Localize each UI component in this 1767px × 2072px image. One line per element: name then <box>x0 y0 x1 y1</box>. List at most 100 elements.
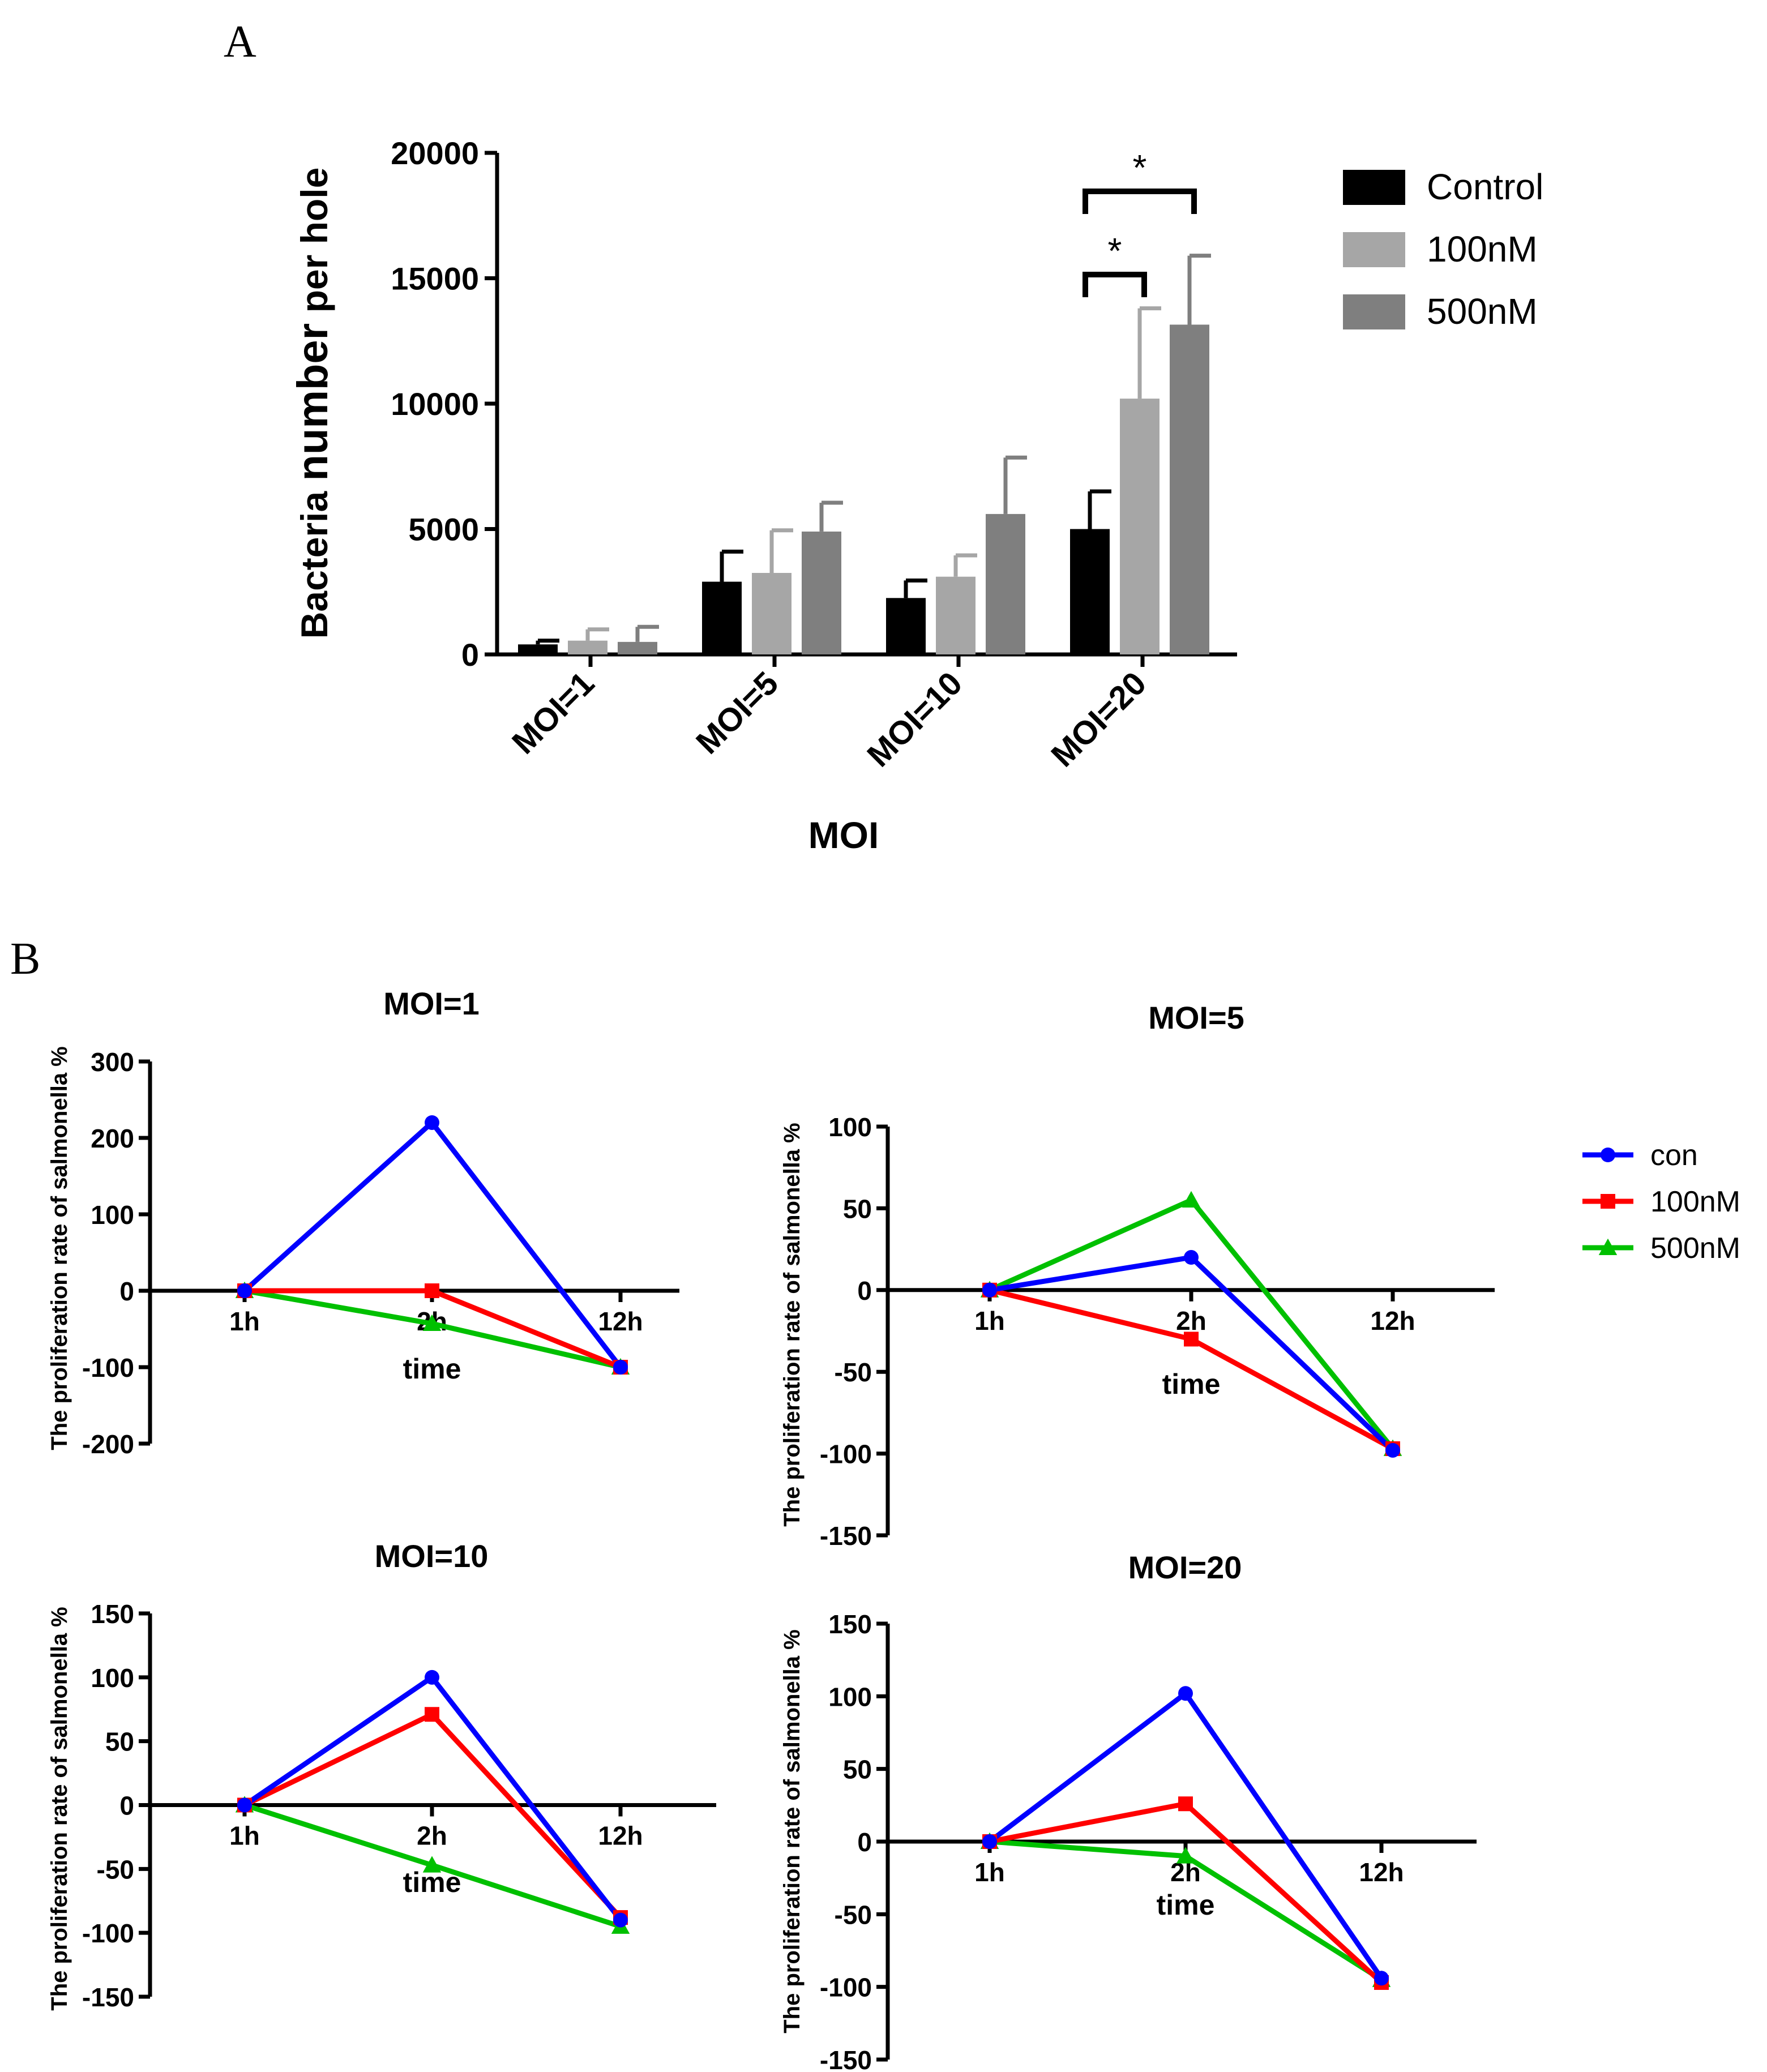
significance-star: * <box>1108 230 1122 271</box>
x-tick-label: MOI=10 <box>860 665 969 774</box>
y-tick-label: 0 <box>119 1277 134 1306</box>
y-tick-label: 0 <box>857 1276 872 1305</box>
y-tick-label: 0 <box>857 1827 872 1857</box>
data-point <box>1374 1971 1389 1986</box>
y-tick-label: 100 <box>91 1200 134 1230</box>
data-point <box>1385 1442 1400 1458</box>
x-tick-label: 1h <box>974 1306 1005 1335</box>
bar <box>802 531 841 654</box>
data-point <box>1182 1191 1201 1208</box>
y-tick-label: 100 <box>828 1112 872 1142</box>
panel-a-label: A <box>224 17 256 67</box>
y-tick-label: -100 <box>82 1353 134 1382</box>
data-point <box>1178 1796 1193 1812</box>
panel-b-label: B <box>10 934 40 984</box>
x-tick-label: 1h <box>229 1821 260 1851</box>
bar <box>1170 324 1209 654</box>
data-point <box>613 1360 628 1375</box>
chart-title: MOI=20 <box>1128 1549 1242 1585</box>
y-tick-label: 200 <box>91 1124 134 1153</box>
data-point <box>422 1314 442 1332</box>
data-point <box>1184 1250 1199 1265</box>
data-point <box>425 1669 439 1685</box>
significance-bracket <box>1083 272 1147 297</box>
series-line <box>989 1255 1395 1453</box>
chart-title: MOI=10 <box>375 1538 489 1574</box>
data-point <box>422 1856 442 1873</box>
y-tick-label: 15000 <box>391 261 479 297</box>
y-tick-label: 50 <box>843 1194 872 1223</box>
bar <box>702 581 742 654</box>
legend-label: Control <box>1427 166 1543 207</box>
y-tick-label: 50 <box>105 1727 134 1757</box>
data-point <box>613 1912 628 1928</box>
bar <box>1120 399 1160 654</box>
data-point <box>982 1282 997 1298</box>
data-point <box>425 1707 439 1722</box>
x-axis-title: time <box>1162 1368 1221 1400</box>
significance-bracket <box>1083 189 1197 214</box>
x-tick-label: 12h <box>598 1821 643 1851</box>
y-tick-label: 150 <box>91 1599 134 1629</box>
x-tick-label: 12h <box>1359 1857 1404 1887</box>
x-tick-label: 1h <box>229 1307 260 1336</box>
x-tick-label: 2h <box>417 1821 447 1851</box>
x-axis-title: MOI <box>808 814 879 856</box>
bar <box>936 576 976 654</box>
bar <box>886 598 926 654</box>
y-tick-label: 0 <box>461 637 479 673</box>
data-point <box>237 1283 252 1298</box>
y-tick-label: -100 <box>820 1973 872 2002</box>
y-tick-label: 5000 <box>408 512 479 547</box>
x-tick-label: 12h <box>1370 1306 1415 1335</box>
y-tick-label: -200 <box>82 1429 134 1459</box>
y-tick-label: -150 <box>820 2045 872 2072</box>
data-point <box>1176 1847 1195 1864</box>
legend-label: 500nM <box>1427 291 1538 332</box>
legend-b: con 100nM 500nM <box>1582 1139 1740 1265</box>
legend-label: 100nM <box>1427 229 1538 269</box>
y-axis-title: The proliferation rate of salmonella % <box>47 1046 72 1450</box>
y-tick-label: -50 <box>835 1358 872 1387</box>
y-axis-title: The proliferation rate of salmonella % <box>780 1629 805 2033</box>
x-tick-label: 12h <box>598 1307 643 1336</box>
chart-title: MOI=1 <box>383 986 480 1021</box>
legend-swatch <box>1343 170 1405 205</box>
y-tick-label: -150 <box>82 1983 134 2012</box>
legend-marker <box>1601 1148 1615 1162</box>
y-axis-title-part: Bacteria <box>293 481 335 639</box>
y-tick-label: 150 <box>828 1609 872 1639</box>
y-tick-label: -100 <box>820 1440 872 1469</box>
y-axis-title: The proliferation rate of salmonella % <box>47 1607 72 2010</box>
y-tick-label: -100 <box>82 1919 134 1948</box>
y-tick-label: 100 <box>91 1663 134 1693</box>
y-axis-title: Bacteria number per hole <box>289 168 337 639</box>
x-tick-label: MOI=1 <box>505 665 601 761</box>
y-tick-label: -50 <box>97 1855 134 1884</box>
y-tick-label: 100 <box>828 1682 872 1711</box>
y-tick-label: -150 <box>820 1521 872 1551</box>
data-point <box>982 1834 997 1849</box>
chart-title: MOI=5 <box>1148 1000 1244 1035</box>
legend-marker <box>1598 1238 1618 1255</box>
y-tick-label: -50 <box>835 1900 872 1929</box>
x-axis-title: time <box>1157 1889 1215 1921</box>
y-axis-title-part: number <box>289 323 337 481</box>
line-chart-moi-5: MOI=5 -150 -100 -50 0 50 100 1h 2h 12h time The pro… <box>780 1000 1495 1551</box>
bar <box>618 641 657 654</box>
data-point <box>425 1283 439 1298</box>
legend-label: 100nM <box>1650 1185 1740 1218</box>
x-tick-label: MOI=20 <box>1044 665 1153 774</box>
bar <box>518 644 558 654</box>
x-axis-title: time <box>403 1353 461 1385</box>
data-point <box>1184 1332 1199 1347</box>
bar <box>568 640 607 654</box>
legend-label: con <box>1650 1139 1698 1172</box>
series-line <box>988 1690 1384 1980</box>
y-tick-label: 0 <box>119 1791 134 1821</box>
y-tick-label: 300 <box>91 1047 134 1077</box>
data-point <box>425 1115 439 1130</box>
legend-swatch <box>1343 232 1405 267</box>
